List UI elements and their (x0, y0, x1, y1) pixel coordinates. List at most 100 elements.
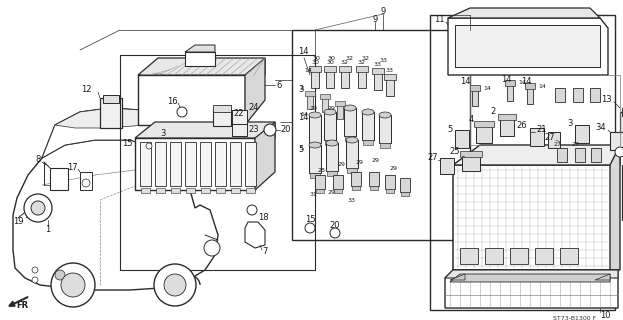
Ellipse shape (309, 142, 321, 148)
Text: 16: 16 (168, 97, 178, 106)
Bar (575, 125, 589, 143)
Circle shape (305, 223, 315, 233)
Text: 32: 32 (362, 55, 370, 60)
Text: 29: 29 (310, 106, 318, 110)
Bar (335, 101, 345, 106)
Polygon shape (448, 8, 600, 18)
Text: 3: 3 (300, 85, 304, 91)
Bar (213, 110, 231, 126)
Bar (472, 90, 478, 106)
Text: 14: 14 (298, 47, 308, 57)
Text: 9: 9 (381, 7, 386, 17)
Bar (470, 85, 480, 91)
Bar (453, 165, 611, 270)
Bar (216, 188, 225, 193)
Text: 3: 3 (298, 85, 303, 94)
Bar (100, 98, 122, 128)
Bar (325, 140, 335, 145)
Text: 14: 14 (521, 77, 531, 86)
Bar (358, 70, 366, 88)
Bar (309, 145, 321, 173)
Polygon shape (55, 108, 162, 128)
Ellipse shape (309, 112, 321, 118)
Bar (476, 125, 492, 143)
Text: 14: 14 (518, 81, 526, 85)
Bar (326, 70, 334, 88)
Ellipse shape (362, 109, 374, 115)
Bar (326, 143, 338, 171)
Bar (369, 172, 379, 186)
Text: 32: 32 (341, 60, 349, 65)
Bar (320, 94, 330, 99)
Bar (575, 148, 585, 162)
Text: 10: 10 (600, 310, 611, 319)
Bar (362, 112, 374, 140)
Bar (50, 168, 68, 190)
Text: 23: 23 (248, 125, 259, 134)
Bar (573, 88, 583, 102)
Circle shape (146, 143, 152, 149)
Text: ST73-B1300 F: ST73-B1300 F (553, 316, 596, 320)
Circle shape (615, 147, 623, 157)
Circle shape (204, 240, 220, 256)
Bar (474, 121, 494, 127)
Text: 21: 21 (536, 125, 547, 134)
Bar (145, 148, 153, 160)
Bar (337, 105, 343, 119)
Polygon shape (595, 274, 610, 280)
Bar (327, 171, 337, 176)
Bar (245, 142, 256, 186)
Text: 14: 14 (538, 84, 546, 89)
Text: 5: 5 (300, 146, 304, 150)
Bar (120, 55, 315, 270)
Text: 14: 14 (300, 113, 308, 117)
Bar (140, 142, 151, 186)
Circle shape (32, 267, 38, 273)
Bar (305, 91, 315, 96)
Bar (555, 88, 565, 102)
Bar (344, 108, 356, 136)
Bar (591, 148, 601, 162)
Bar (385, 175, 395, 189)
Bar (386, 189, 394, 193)
Bar (351, 172, 361, 186)
Bar (311, 70, 319, 88)
Text: 31: 31 (310, 193, 318, 197)
Bar (156, 188, 165, 193)
Text: 27: 27 (545, 133, 555, 142)
Text: 24: 24 (248, 103, 259, 113)
Bar (530, 128, 544, 146)
Circle shape (55, 270, 65, 280)
Text: 18: 18 (258, 213, 269, 222)
Text: 15: 15 (305, 215, 315, 225)
Bar (590, 88, 600, 102)
Bar (622, 165, 623, 220)
Text: 22: 22 (233, 108, 244, 117)
Text: 17: 17 (67, 164, 78, 172)
Text: 12: 12 (82, 85, 92, 94)
Text: 27: 27 (553, 141, 561, 147)
Bar (455, 130, 469, 148)
Ellipse shape (324, 109, 336, 115)
Bar (334, 189, 342, 193)
Bar (400, 178, 410, 192)
Bar (620, 112, 623, 152)
Text: 8: 8 (36, 156, 40, 164)
Bar (215, 142, 226, 186)
Bar (309, 66, 321, 72)
Polygon shape (185, 45, 215, 52)
Bar (384, 74, 396, 80)
Circle shape (61, 273, 85, 297)
Text: 34: 34 (596, 124, 606, 132)
Bar (352, 186, 360, 190)
Text: 33: 33 (348, 197, 356, 203)
Polygon shape (135, 122, 275, 138)
Bar (315, 175, 325, 189)
Text: 27: 27 (571, 141, 579, 147)
Bar (374, 72, 382, 90)
Text: 30: 30 (313, 55, 321, 60)
Polygon shape (610, 145, 620, 270)
Bar (141, 188, 150, 193)
Bar (333, 175, 343, 189)
Bar (440, 158, 454, 174)
